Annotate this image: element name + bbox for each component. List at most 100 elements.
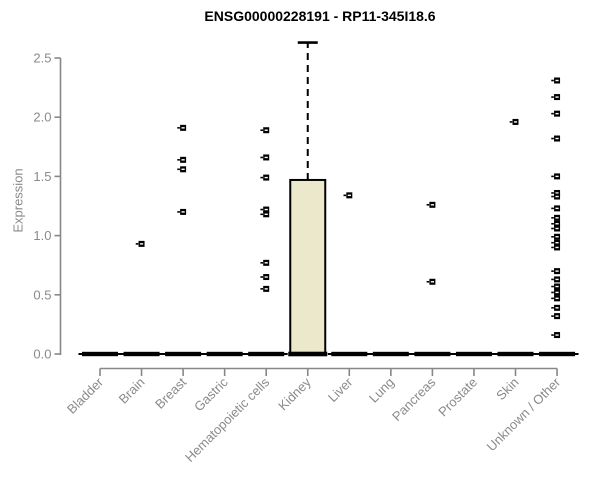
outlier-point-shape	[260, 288, 263, 290]
outlier-point-shape	[555, 223, 559, 225]
outlier-point-shape	[430, 204, 434, 206]
x-tick-label: Brain	[116, 375, 148, 407]
outlier-point-shape	[513, 121, 518, 123]
outlier-point-shape	[555, 334, 559, 336]
outlier-point	[426, 201, 436, 208]
outlier-point-shape	[555, 217, 559, 219]
outlier-point-shape	[177, 127, 180, 129]
outlier-point	[551, 225, 561, 232]
outlier-point-shape	[551, 195, 554, 198]
outlier-point	[551, 268, 561, 275]
outlier-point	[177, 156, 187, 163]
outlier-point	[551, 304, 561, 311]
x-tick-label: Bladder	[64, 374, 107, 417]
outlier-point-shape	[555, 207, 559, 210]
outlier-point	[551, 283, 561, 290]
outlier-point	[551, 110, 561, 117]
x-tick-label: Unknown / Other	[484, 374, 564, 454]
outlier-point-shape	[555, 315, 559, 317]
outlier-point-shape	[551, 207, 554, 210]
outlier-point	[260, 259, 270, 266]
outlier-point-shape	[260, 176, 263, 179]
outlier-point	[426, 278, 436, 285]
outlier-point-shape	[264, 208, 268, 211]
x-tick-label: Pancreas	[389, 374, 439, 424]
outlier-point-shape	[426, 204, 430, 206]
outlier-point-shape	[551, 285, 554, 288]
outlier-point	[509, 118, 519, 125]
outlier-point-shape	[551, 334, 554, 336]
zero-box-breast	[165, 351, 202, 357]
outlier-point	[177, 208, 187, 215]
outlier-point-shape	[264, 176, 268, 179]
x-tick-label: Lung	[366, 375, 397, 406]
outlier-point	[551, 220, 561, 227]
outlier-point	[551, 193, 561, 200]
outlier-point-shape	[551, 217, 554, 219]
outlier-point-shape	[264, 129, 268, 131]
outlier-point-shape	[551, 241, 554, 244]
outlier-point	[260, 206, 270, 213]
outlier-point-shape	[177, 159, 180, 161]
outlier-point-shape	[555, 291, 559, 294]
median-line	[288, 351, 328, 357]
outlier-point-shape	[555, 285, 559, 288]
outlier-point-shape	[551, 297, 554, 300]
outlier-point-shape	[555, 195, 559, 198]
outlier-point-shape	[264, 276, 268, 278]
outlier-point-shape	[260, 262, 263, 264]
outlier-point-shape	[551, 79, 554, 82]
outlier-point-shape	[343, 194, 347, 197]
outlier-point-shape	[551, 291, 554, 294]
y-tick-label: 2.5	[33, 51, 51, 66]
zero-box-bladder	[82, 351, 118, 357]
outlier-point-shape	[426, 280, 430, 283]
outlier-point-shape	[260, 129, 263, 132]
y-tick-label: 0.0	[33, 347, 51, 362]
outlier-point-shape	[555, 307, 559, 309]
outlier-point-shape	[347, 194, 351, 197]
outlier-point-shape	[181, 159, 185, 161]
outlier-point-shape	[430, 281, 434, 283]
outlier-point-shape	[260, 156, 263, 159]
outlier-point-shape	[555, 175, 559, 178]
zero-box-unknown-other	[539, 351, 576, 357]
outlier-point	[260, 285, 270, 292]
outlier-point	[551, 313, 561, 320]
outlier-point-shape	[555, 79, 559, 82]
outlier-point	[551, 244, 561, 251]
x-tick-label: Prostate	[435, 375, 480, 420]
outlier-point	[551, 135, 561, 142]
outlier-point-shape	[555, 96, 559, 98]
outlier-point-shape	[260, 276, 263, 278]
outlier-point-shape	[555, 242, 559, 244]
zero-box-pancreas	[414, 351, 451, 357]
outlier-point	[260, 274, 270, 281]
outlier-point-shape	[264, 288, 268, 290]
outlier-point	[343, 192, 353, 199]
outlier-point	[551, 77, 561, 84]
outlier-point-shape	[139, 243, 144, 245]
outlier-point	[177, 124, 187, 131]
zero-box-liver	[331, 351, 368, 357]
outlier-point-shape	[181, 127, 185, 129]
x-tick-label: Liver	[325, 374, 356, 405]
outlier-point	[260, 211, 270, 218]
outlier-point	[177, 166, 187, 173]
outlier-point-shape	[551, 175, 554, 178]
outlier-point-shape	[264, 213, 268, 215]
outlier-point	[551, 189, 561, 196]
outlier-point-shape	[509, 121, 513, 123]
outlier-point	[551, 289, 561, 296]
x-tick-label: Gastric	[191, 374, 231, 414]
y-tick-label: 1.5	[33, 169, 51, 184]
outlier-point	[551, 205, 561, 212]
outlier-point-shape	[555, 137, 559, 140]
outlier-point	[551, 332, 561, 339]
y-tick-label: 1.0	[33, 228, 51, 243]
outlier-point-shape	[551, 96, 554, 98]
outlier-point	[551, 239, 561, 246]
outlier-point-shape	[551, 137, 554, 140]
outlier-point-shape	[264, 156, 268, 159]
outlier-point	[551, 233, 561, 240]
